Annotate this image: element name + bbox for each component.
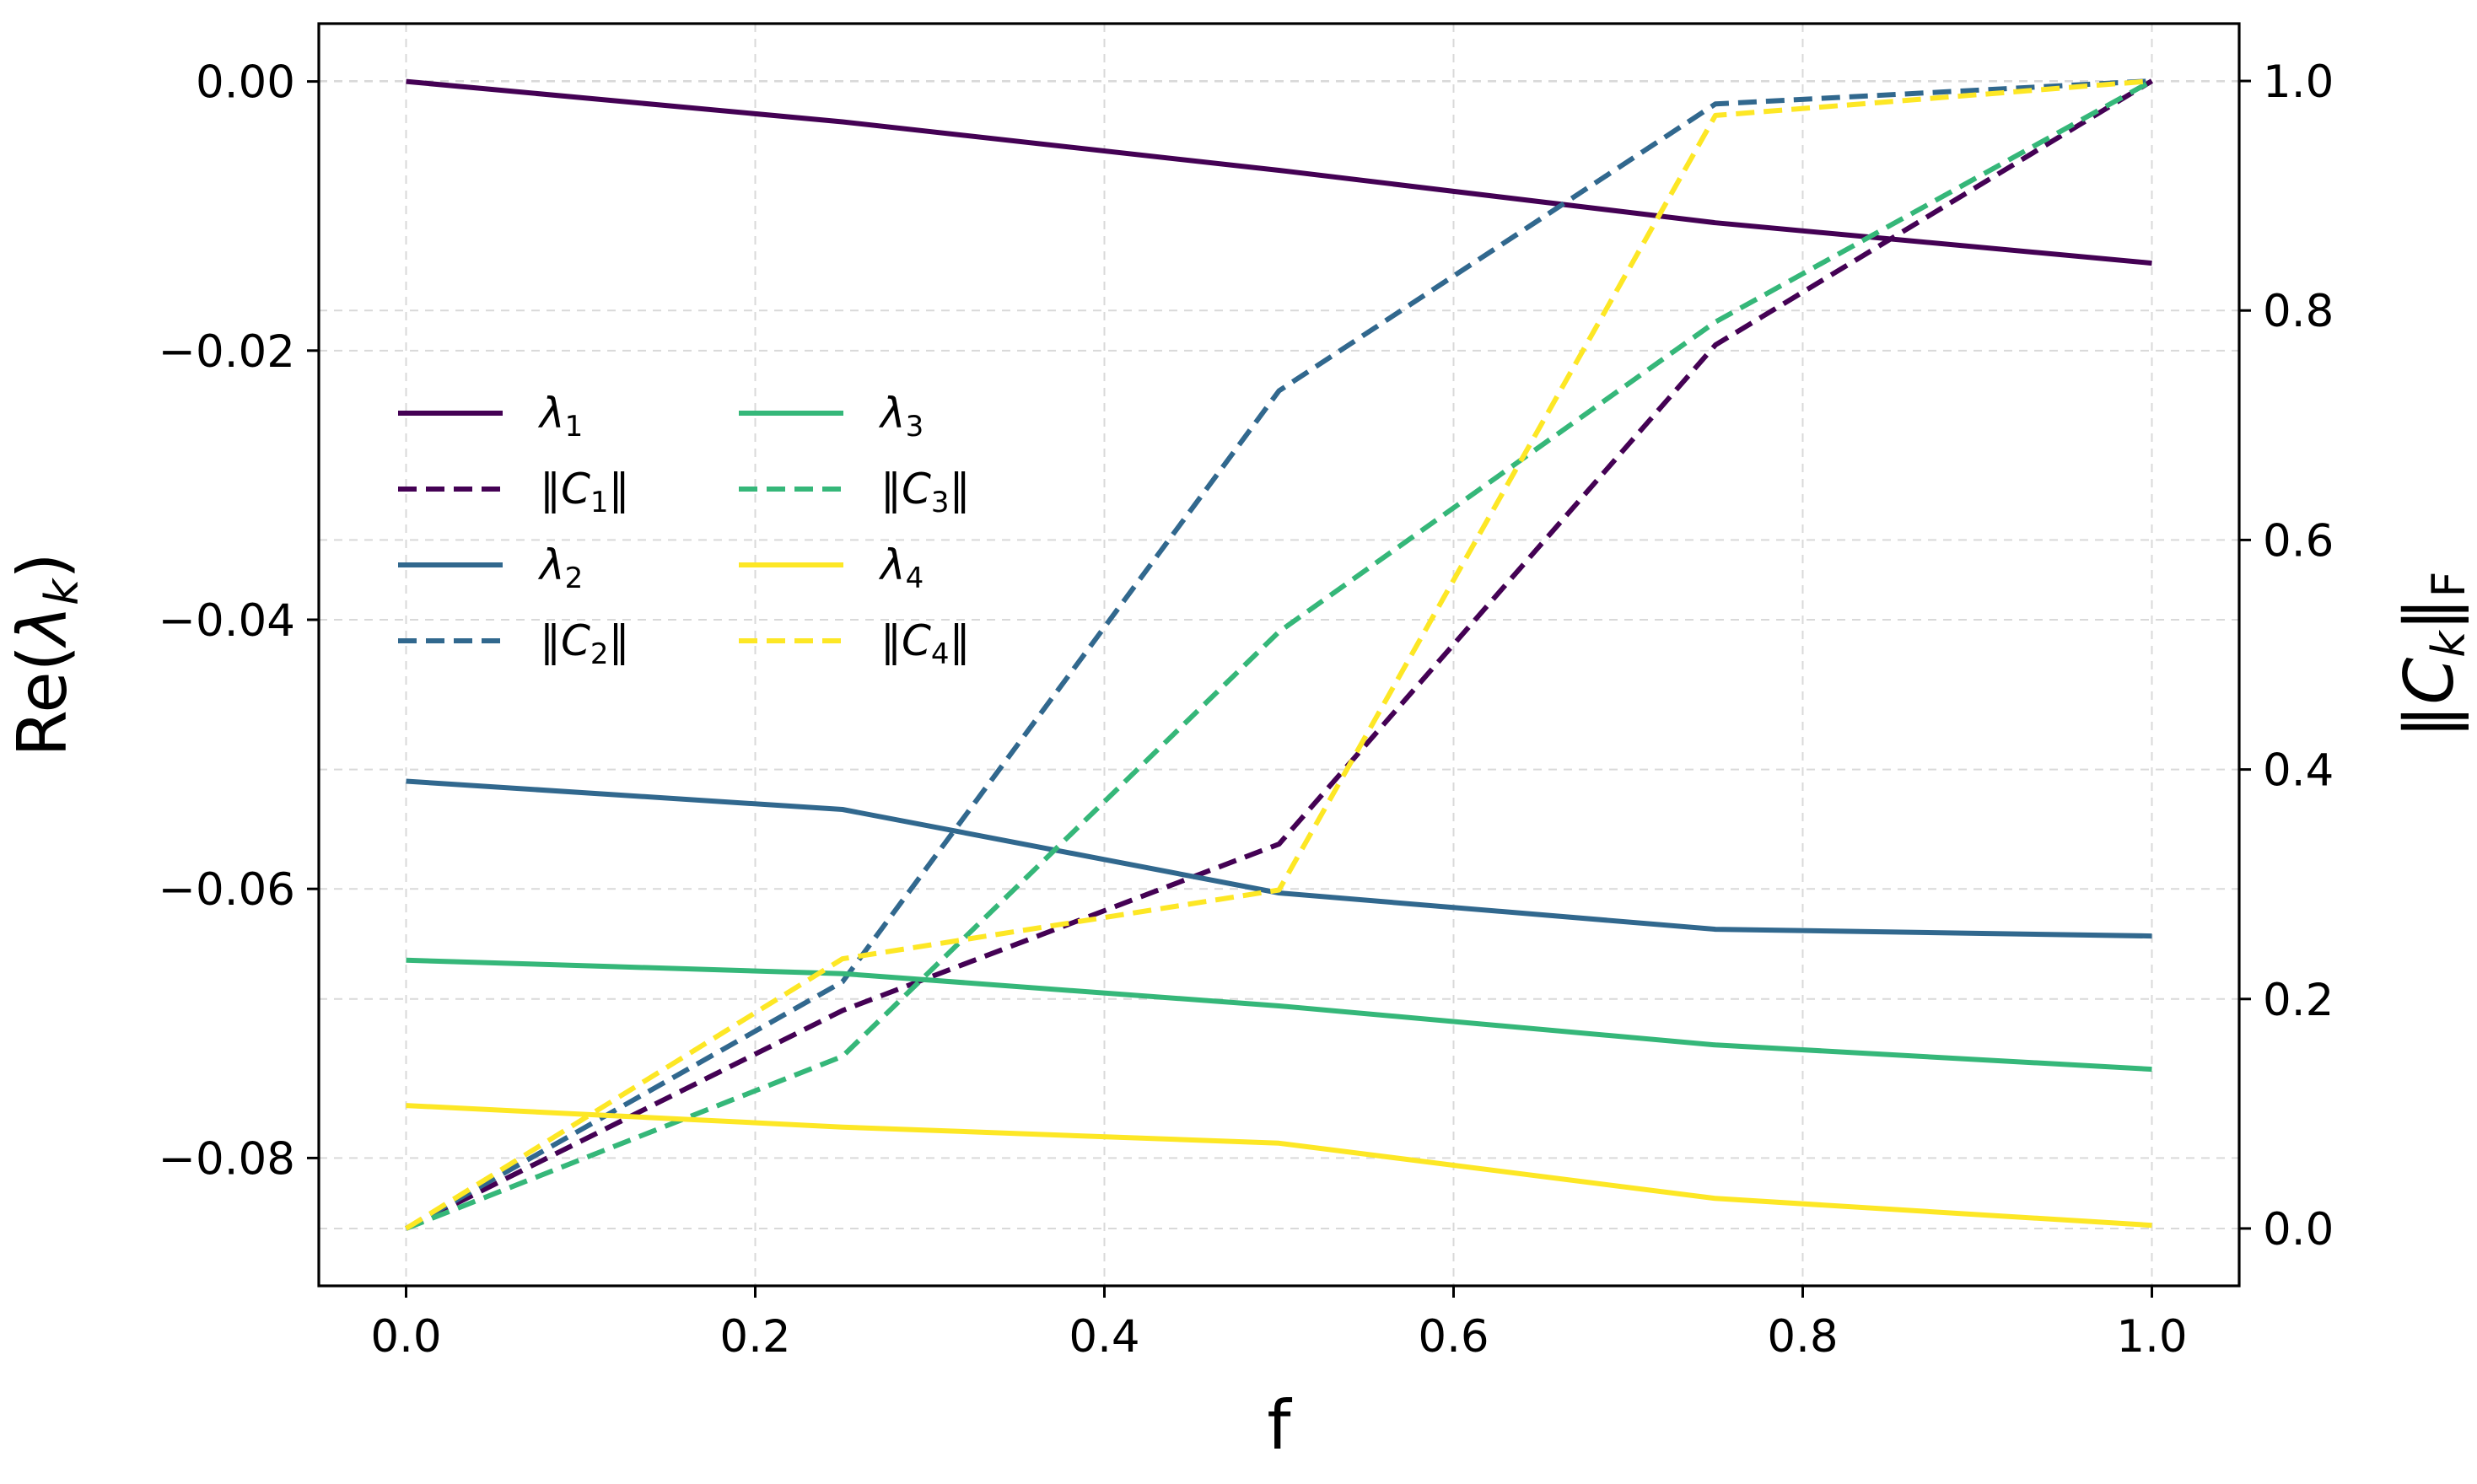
x-axis: 0.0 0.2 0.4 0.6 0.8 1.0 (370, 1286, 2188, 1363)
series-line-norm-c-4 (404, 78, 2152, 1231)
right-axis-title-subscript: k (2422, 629, 2475, 658)
right-y-tick-label: 0.6 (2263, 515, 2334, 567)
legend-label: ‖C3‖ (880, 465, 971, 519)
left-y-tick-label: −0.06 (159, 864, 295, 916)
series-line-norm-c-3 (405, 78, 2153, 1231)
left-axis-title: Re(λk) (3, 552, 89, 756)
x-tick-label: 0.8 (1767, 1311, 1838, 1363)
x-tick-label: 0.4 (1069, 1311, 1139, 1363)
left-axis-title-symbol: λ (3, 605, 82, 648)
legend-label: λ4 (878, 540, 923, 595)
x-tick-label: 1.0 (2116, 1311, 2187, 1363)
right-axis-title-norm-subscript: F (2422, 571, 2475, 597)
left-axis-title-subscript: k (35, 577, 89, 605)
legend-label: ‖C1‖ (540, 465, 630, 519)
series-line-lambda-1 (406, 78, 2152, 266)
right-axis-title-close: ‖ (2390, 597, 2469, 631)
legend-label: λ2 (537, 540, 583, 595)
x-tick-label: 0.6 (1418, 1311, 1489, 1363)
series-line-lambda-4 (406, 1103, 2152, 1229)
x-axis-title: f (1267, 1386, 1292, 1465)
left-axis-title-suffix: ) (3, 552, 82, 578)
left-y-tick-label: −0.04 (159, 595, 295, 647)
series-line-norm-c-2 (405, 78, 2152, 1231)
x-tick-label: 0.0 (370, 1311, 441, 1363)
left-y-axis: 0.00 −0.02 −0.04 −0.06 −0.08 (159, 57, 319, 1185)
right-axis-title: ‖Ck‖F (2390, 571, 2475, 738)
legend: λ1 ‖C1‖ λ2 ‖C2‖ λ3 ‖C3‖ λ4 ‖C4‖ (398, 389, 971, 671)
plot-frame (317, 22, 2241, 1288)
x-tick-label: 0.2 (719, 1311, 790, 1363)
series-group (404, 78, 2154, 1231)
right-axis-title-open: ‖ (2390, 705, 2469, 739)
right-y-tick-label: 0.2 (2263, 975, 2334, 1026)
series-line-lambda-3 (406, 957, 2152, 1073)
series-line-lambda-2 (406, 778, 2152, 939)
left-y-tick-label: −0.02 (159, 326, 295, 378)
series-line-norm-c-1 (405, 78, 2154, 1231)
right-y-tick-label: 0.8 (2263, 286, 2334, 337)
left-axis-title-prefix: Re( (3, 645, 82, 756)
right-y-tick-label: 0.0 (2263, 1204, 2334, 1255)
legend-label: ‖C2‖ (540, 616, 630, 671)
legend-label: λ3 (878, 389, 923, 444)
legend-label: ‖C4‖ (880, 616, 971, 671)
legend-label: λ1 (537, 389, 583, 444)
right-y-axis: 0.0 0.2 0.4 0.6 0.8 1.0 (2239, 56, 2334, 1255)
right-axis-title-symbol: C (2390, 658, 2469, 705)
right-y-tick-label: 1.0 (2263, 56, 2334, 108)
right-y-tick-label: 0.4 (2263, 745, 2334, 797)
left-y-tick-label: −0.08 (159, 1133, 295, 1185)
left-y-tick-label: 0.00 (196, 57, 295, 109)
